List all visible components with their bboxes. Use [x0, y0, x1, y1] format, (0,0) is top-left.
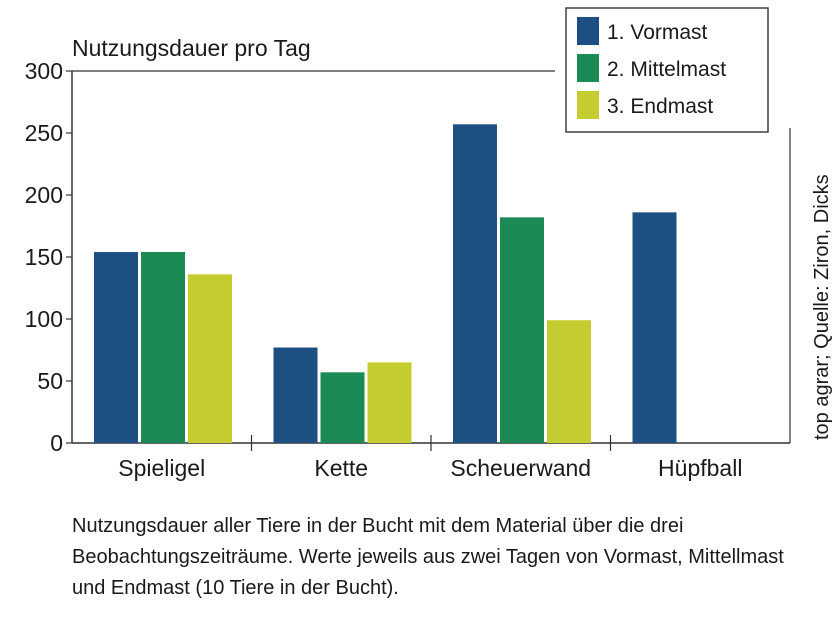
chart-title: Nutzungsdauer pro Tag: [72, 35, 311, 61]
bar-1: [273, 347, 318, 443]
bar-1: [453, 124, 497, 443]
legend-swatch: [577, 17, 599, 45]
bar-1: [632, 212, 677, 443]
y-tick-label: 200: [25, 182, 63, 208]
legend-label: 1. Vormast: [607, 21, 708, 44]
source-note: top agrar; Quelle: Ziron, Dicks: [811, 174, 833, 440]
legend-label: 2. Mittelmast: [607, 58, 726, 81]
x-tick-label: Hüpfball: [658, 455, 742, 481]
plot-area: 0 50 100 150 200 250 300 Spieligel Kette Scheuerw…: [25, 7, 791, 481]
legend-swatch: [577, 54, 599, 82]
legend-box: [565, 7, 769, 133]
bar-3: [547, 320, 591, 443]
bar-3: [367, 362, 412, 443]
x-tick-label: Kette: [314, 455, 368, 481]
bar-2: [141, 252, 185, 443]
x-tick-label: Scheuerwand: [450, 455, 591, 481]
bar-3: [188, 274, 232, 443]
y-tick-label: 150: [25, 244, 63, 270]
bar-1: [94, 252, 138, 443]
figure-caption: Nutzungsdauer aller Tiere in der Bucht m…: [72, 515, 784, 599]
legend-label: 3. Endmast: [607, 95, 713, 118]
y-tick-label: 0: [50, 430, 63, 456]
y-tick-label: 100: [25, 306, 63, 332]
x-tick-label: Spieligel: [118, 455, 205, 481]
y-tick-label: 50: [37, 368, 63, 394]
legend-swatch: [577, 91, 599, 119]
y-tick-label: 250: [25, 120, 63, 146]
bar-chart: Nutzungsdauer pro Tag 0 50 100 150 200 250 300…: [25, 7, 833, 481]
bar-2: [500, 217, 544, 443]
y-tick-label: 300: [25, 58, 63, 84]
bar-2: [320, 372, 365, 443]
